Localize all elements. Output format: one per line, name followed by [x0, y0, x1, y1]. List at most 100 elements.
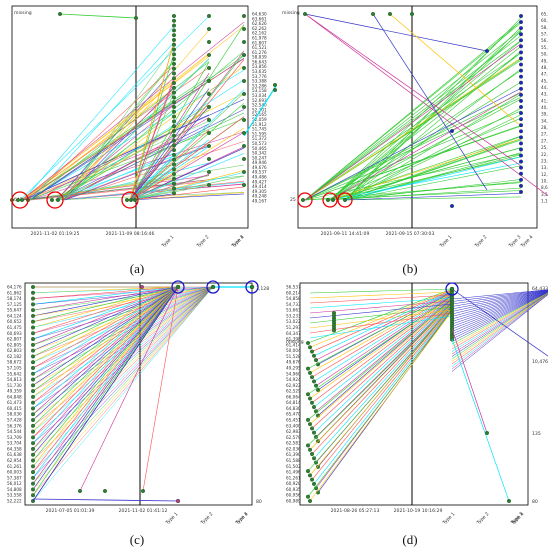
panel-frame	[299, 282, 529, 506]
series-line	[451, 294, 548, 372]
series-line	[309, 300, 453, 314]
series-line	[307, 295, 453, 395]
type-dot	[206, 13, 211, 18]
start-dot	[306, 443, 311, 448]
type-dot	[171, 167, 176, 172]
series-line	[311, 300, 453, 429]
series-line	[307, 299, 453, 421]
y-tick-label: 62,583	[286, 441, 301, 446]
series-line	[304, 13, 488, 52]
start-dot	[31, 394, 36, 399]
y-tick-label: 50,573	[252, 141, 267, 146]
start-dot	[308, 499, 313, 504]
series-line	[307, 310, 453, 497]
series-line	[304, 110, 522, 201]
y-tick-label: 60,003	[7, 470, 22, 475]
y-tick-label: 50,465	[252, 146, 267, 151]
x-tick-label: Type 2	[199, 511, 215, 527]
type-dot	[273, 82, 278, 87]
x-tick-label: Type 4	[510, 511, 526, 527]
start-dot	[31, 313, 36, 318]
series-line	[311, 297, 453, 404]
series-line	[243, 85, 277, 137]
start-dot	[31, 290, 36, 295]
series-line	[309, 315, 453, 339]
type-dot	[171, 18, 176, 23]
series-line	[32, 286, 214, 427]
start-dot	[308, 370, 313, 375]
type-dot	[206, 91, 211, 96]
series-line	[32, 286, 179, 432]
start-dot	[31, 487, 36, 492]
series-line	[32, 286, 179, 444]
series-line	[129, 59, 245, 201]
y-tick-label: 60,415	[7, 406, 22, 411]
series-line	[344, 196, 522, 201]
y-tick-label: 62,162	[252, 31, 267, 36]
series-line	[315, 294, 453, 386]
y-tick-label: 50,247	[252, 155, 267, 160]
type-dot	[206, 182, 211, 187]
y-tick-label: 50,004	[286, 348, 301, 353]
y-right-label: 80	[256, 499, 262, 505]
type-dot	[519, 165, 524, 170]
y-tick-label: 49,414	[252, 184, 267, 189]
y-tick-label: 27,285	[541, 138, 548, 143]
series-line	[57, 104, 175, 201]
x-tick-label: Type 4	[519, 234, 535, 250]
start-dot	[31, 371, 36, 376]
y-tick-label: 61,473	[7, 400, 22, 405]
series-line	[129, 127, 245, 201]
type-dot	[171, 81, 176, 86]
missing-dot	[388, 11, 393, 16]
x-tick-label: 2021-07-05 01:01:39	[46, 508, 95, 514]
series-line	[79, 286, 179, 492]
series-line	[451, 293, 548, 365]
type-dot	[171, 172, 176, 177]
type-dot	[206, 53, 211, 58]
series-line	[451, 293, 548, 367]
start-dot	[31, 418, 36, 423]
series-line	[451, 293, 548, 355]
y-tick-label: 1,198	[541, 199, 548, 204]
series-line	[32, 286, 179, 421]
series-line	[32, 286, 179, 392]
type-dot	[171, 13, 176, 18]
series-line	[451, 291, 548, 330]
series-line	[304, 190, 522, 201]
series-line	[344, 107, 522, 201]
type-dot	[171, 42, 176, 47]
series-line	[307, 292, 453, 369]
series-line	[129, 153, 245, 201]
y-tick-label: 27,785	[541, 132, 548, 137]
type-dot	[519, 26, 524, 31]
type-dot	[171, 109, 176, 114]
series-line	[32, 286, 179, 398]
y-tick-label: 64,124	[7, 313, 22, 318]
y-tick-label: 52,693	[252, 98, 267, 103]
series-line	[32, 286, 179, 363]
series-line	[329, 31, 522, 201]
start-dot	[31, 446, 36, 451]
series-line	[32, 286, 179, 427]
series-line	[61, 61, 175, 201]
series-line	[23, 25, 175, 201]
series-line	[307, 288, 453, 344]
type-dot	[175, 284, 181, 290]
start-dot	[31, 383, 36, 388]
y-tick-label: 8,683	[541, 185, 548, 190]
y-tick-label: 41,908	[541, 98, 548, 103]
series-line	[372, 13, 488, 191]
series-line	[32, 286, 179, 380]
series-line	[32, 286, 214, 351]
type-dot	[241, 156, 246, 161]
series-line	[451, 289, 548, 305]
highlight-circle	[121, 191, 139, 209]
y-tick-label: 49,305	[252, 189, 267, 194]
y-tick-label: 51,912	[252, 122, 267, 127]
series-line	[32, 286, 179, 455]
x-tick-label: Type 1	[441, 511, 457, 527]
series-line	[129, 170, 245, 201]
series-line	[29, 92, 245, 201]
y-tick-label: 54,808	[7, 487, 22, 492]
